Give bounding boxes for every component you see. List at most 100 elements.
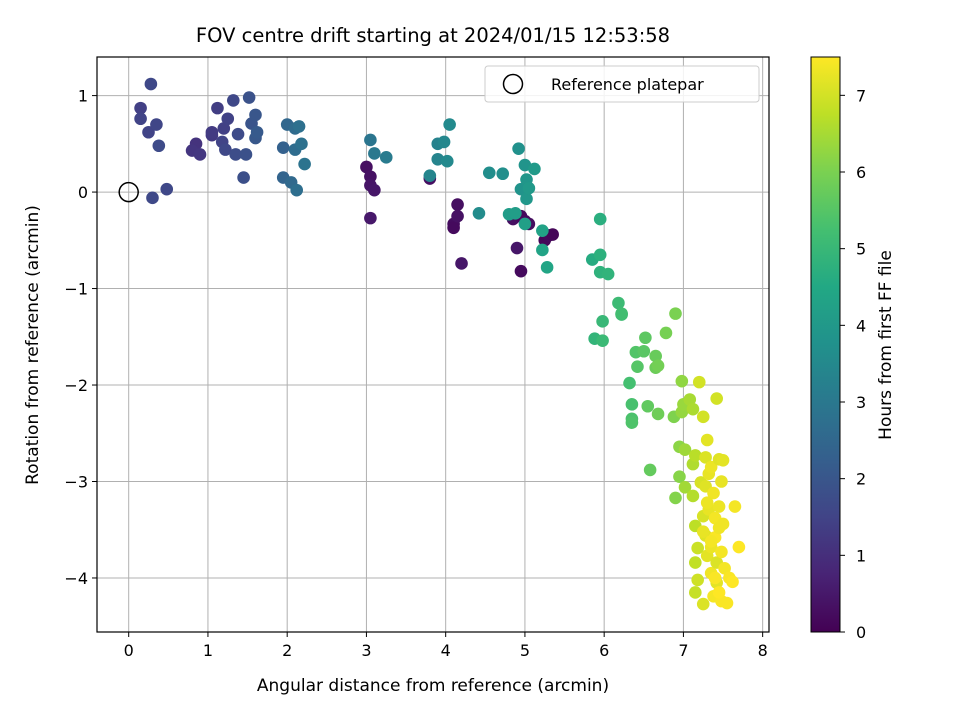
x-tick-label: 8 — [758, 641, 768, 660]
data-point — [726, 575, 739, 589]
data-point — [593, 212, 607, 226]
data-point — [718, 562, 731, 575]
data-point — [152, 139, 166, 153]
grid — [97, 57, 769, 632]
data-point — [518, 158, 532, 172]
data-point — [546, 228, 559, 241]
data-points — [134, 77, 746, 611]
data-point — [615, 307, 628, 320]
data-point — [290, 183, 303, 197]
data-point — [482, 166, 496, 180]
data-point — [689, 449, 702, 462]
data-point — [696, 597, 710, 611]
data-point — [540, 261, 554, 274]
data-point — [686, 489, 700, 503]
x-tick-label: 2 — [282, 641, 292, 660]
data-point — [231, 127, 245, 141]
data-point — [708, 571, 722, 585]
data-point — [699, 451, 712, 464]
data-point — [625, 416, 639, 429]
data-point — [716, 453, 730, 467]
data-point — [364, 133, 377, 147]
data-point — [368, 147, 381, 160]
data-point — [707, 486, 720, 500]
x-tick-label: 1 — [203, 641, 213, 660]
data-point — [651, 407, 665, 421]
data-point — [696, 410, 710, 424]
data-point — [678, 443, 692, 456]
y-tick-label: 1 — [78, 87, 88, 106]
legend: Reference platepar — [484, 65, 760, 103]
data-point — [298, 157, 311, 171]
data-point — [623, 376, 636, 390]
data-point — [715, 545, 728, 559]
data-point — [276, 141, 290, 154]
data-point — [732, 540, 746, 554]
data-point — [509, 206, 522, 220]
colorbar-label: Hours from first FF file — [876, 250, 896, 440]
legend-marker-open-circle — [502, 73, 524, 95]
data-point — [712, 500, 726, 513]
colorbar-tick-label: 3 — [856, 393, 866, 412]
data-point — [451, 209, 464, 223]
chart-title: FOV centre drift starting at 2024/01/15 … — [196, 24, 670, 47]
data-point — [134, 101, 147, 115]
data-point — [250, 125, 264, 139]
data-point — [496, 167, 510, 181]
data-point — [683, 393, 697, 406]
x-tick-label: 7 — [678, 641, 688, 660]
data-point — [651, 359, 665, 373]
legend-box — [484, 65, 760, 103]
data-point — [239, 148, 253, 161]
data-point — [710, 392, 723, 405]
data-point — [205, 125, 219, 139]
data-point — [612, 296, 625, 310]
data-point — [715, 475, 728, 488]
data-point — [150, 118, 163, 131]
data-point — [227, 94, 240, 107]
data-point — [217, 122, 231, 135]
reference-marker-layer — [118, 181, 139, 203]
colorbar-ticks: 0 1 2 3 4 5 6 7 — [840, 86, 866, 642]
data-point — [144, 77, 158, 91]
data-point — [512, 142, 525, 155]
data-point — [692, 375, 706, 389]
y-tick-label: −4 — [64, 569, 88, 588]
x-tick-label: 3 — [361, 641, 371, 660]
data-point — [472, 206, 486, 220]
data-point — [379, 151, 393, 164]
plot-frame — [96, 56, 770, 633]
colorbar — [810, 56, 841, 633]
data-point — [659, 326, 673, 340]
data-point — [601, 267, 615, 281]
data-point — [249, 108, 262, 122]
data-point — [242, 91, 256, 104]
data-point — [700, 433, 714, 447]
data-point — [728, 500, 742, 513]
data-point — [643, 463, 657, 477]
data-point — [637, 344, 651, 358]
data-point — [292, 120, 306, 133]
data-point — [704, 535, 718, 548]
data-point — [229, 148, 242, 161]
data-point — [704, 460, 718, 474]
data-point — [510, 241, 524, 255]
data-point — [518, 217, 532, 231]
data-point — [641, 399, 655, 413]
data-point — [691, 573, 704, 587]
data-point — [520, 192, 533, 206]
data-point — [675, 374, 689, 388]
data-point — [364, 211, 377, 225]
data-point — [295, 137, 308, 151]
data-point — [639, 331, 652, 345]
y-tick-label: 0 — [78, 183, 88, 202]
data-point — [678, 480, 692, 494]
x-tick-label: 5 — [520, 641, 530, 660]
data-point — [443, 118, 456, 131]
legend-label: Reference platepar — [551, 75, 704, 94]
colorbar-tick-label: 0 — [856, 623, 866, 642]
data-point — [437, 135, 451, 149]
data-point — [596, 315, 609, 328]
data-point — [219, 143, 232, 156]
